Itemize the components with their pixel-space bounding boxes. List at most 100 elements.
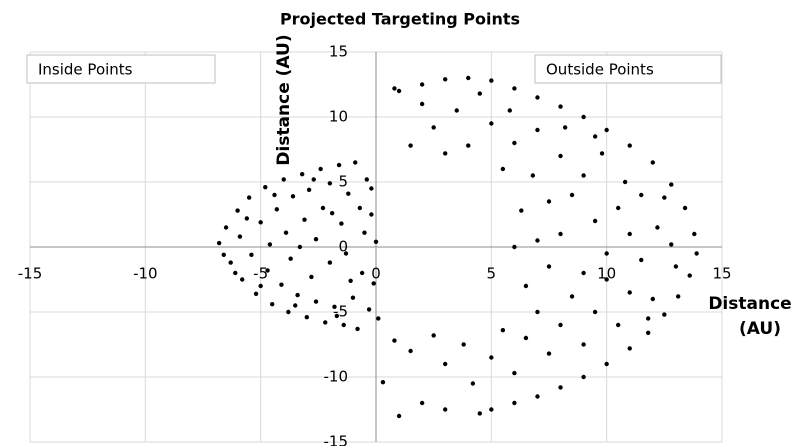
- point: [329, 211, 335, 216]
- point: [380, 380, 386, 385]
- point: [675, 294, 681, 299]
- point: [662, 312, 667, 317]
- point: [650, 160, 655, 165]
- point: [604, 361, 609, 367]
- point: [343, 251, 349, 256]
- point: [519, 208, 524, 213]
- point: [627, 346, 632, 351]
- point: [350, 295, 356, 300]
- point: [443, 361, 448, 367]
- point: [327, 181, 333, 186]
- point: [558, 385, 563, 390]
- point: [627, 143, 632, 148]
- point: [558, 231, 563, 237]
- y-tick-label: 15: [329, 43, 348, 61]
- point: [283, 230, 289, 235]
- point: [355, 326, 360, 332]
- point: [592, 309, 598, 315]
- point: [237, 234, 243, 239]
- point: [639, 192, 644, 198]
- point: [512, 400, 517, 406]
- point: [682, 205, 688, 211]
- point: [662, 195, 667, 200]
- point: [581, 270, 586, 276]
- point: [604, 251, 609, 256]
- point: [604, 277, 609, 282]
- point: [320, 205, 326, 211]
- point: [523, 283, 529, 289]
- point: [489, 355, 494, 360]
- point: [581, 374, 586, 380]
- point: [669, 242, 674, 247]
- point: [592, 134, 598, 139]
- x-tick-label: 5: [487, 265, 497, 283]
- point: [622, 179, 628, 185]
- point: [265, 268, 270, 273]
- point: [408, 348, 413, 354]
- point: [512, 86, 517, 91]
- point: [295, 292, 300, 298]
- point: [581, 173, 586, 178]
- point: [341, 322, 346, 328]
- point: [558, 153, 563, 159]
- point: [500, 166, 506, 172]
- point: [592, 218, 598, 224]
- y-tick-label: 5: [338, 173, 348, 191]
- point: [489, 78, 494, 83]
- point: [461, 342, 466, 347]
- x-tick-label: 15: [712, 265, 731, 283]
- point: [246, 195, 252, 200]
- point: [419, 82, 425, 87]
- point: [297, 244, 303, 250]
- x-tick-label: -10: [133, 265, 158, 283]
- point: [392, 86, 397, 91]
- point: [348, 278, 353, 283]
- point: [512, 244, 517, 250]
- point: [558, 322, 563, 328]
- point: [290, 194, 296, 199]
- point: [692, 231, 697, 237]
- y-tick-label: -15: [324, 433, 349, 446]
- point: [373, 239, 379, 244]
- y-tick-label: 10: [329, 108, 348, 126]
- point: [336, 162, 342, 168]
- point: [627, 290, 632, 295]
- point: [599, 151, 605, 156]
- x-tick-label: -5: [253, 265, 268, 283]
- point: [581, 342, 586, 347]
- point: [546, 199, 552, 204]
- point: [512, 370, 517, 376]
- point: [431, 333, 436, 338]
- point: [669, 182, 674, 187]
- point: [396, 413, 402, 419]
- point: [313, 237, 319, 242]
- point: [431, 125, 436, 130]
- point: [655, 225, 660, 230]
- point: [673, 264, 679, 269]
- point: [216, 240, 222, 246]
- point: [274, 207, 280, 212]
- grid: [29, 51, 723, 443]
- y-axis-label: Distance (AU): [274, 34, 294, 165]
- point: [466, 75, 471, 81]
- point: [249, 252, 254, 257]
- point: [371, 281, 376, 286]
- point: [470, 381, 476, 386]
- point: [535, 238, 540, 243]
- point: [359, 270, 365, 276]
- point: [535, 394, 540, 399]
- point: [235, 208, 240, 213]
- legend-label: Inside Points: [38, 61, 133, 79]
- point: [650, 296, 655, 302]
- point: [562, 125, 568, 130]
- point: [535, 95, 540, 100]
- point: [687, 273, 692, 278]
- point: [454, 108, 459, 113]
- point: [546, 264, 552, 269]
- point: [221, 252, 226, 257]
- legend-box: [26, 54, 216, 84]
- point: [392, 338, 397, 343]
- point: [223, 225, 229, 230]
- point: [302, 217, 307, 222]
- point: [489, 407, 494, 412]
